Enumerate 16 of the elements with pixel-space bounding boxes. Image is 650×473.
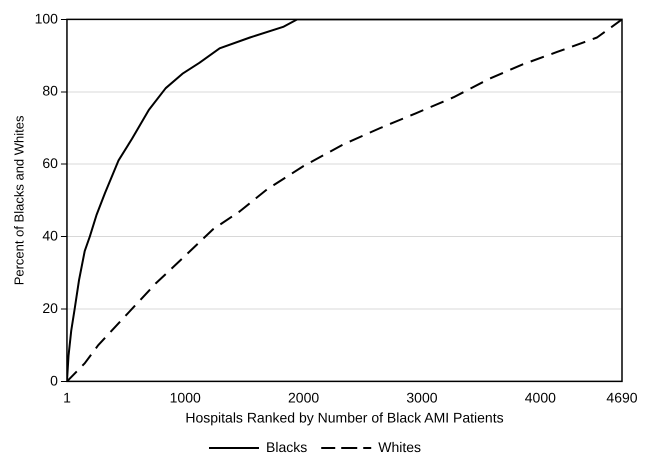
y-tick-label: 80 [42,82,58,99]
y-tick-label: 0 [50,372,58,388]
y-tick-label: 60 [42,155,58,172]
x-tick-label: 2000 [288,390,320,406]
x-tick-label: 1 [63,390,72,406]
y-tick-label: 100 [34,10,58,26]
y-tick-label: 40 [42,227,58,244]
x-tick-label: 4690 [606,390,638,406]
x-tick-label: 3000 [406,390,438,406]
x-tick-label: 4000 [524,390,556,406]
y-tick-label: 20 [42,300,58,316]
x-axis-title: Hospitals Ranked by Number of Black AMI Patients [185,409,504,426]
y-axis-title: Percent of Blacks and Whites [11,115,26,286]
x-tick-label: 1000 [170,390,201,406]
legend-label: Blacks [266,438,308,455]
legend-label: Whites [378,438,422,455]
